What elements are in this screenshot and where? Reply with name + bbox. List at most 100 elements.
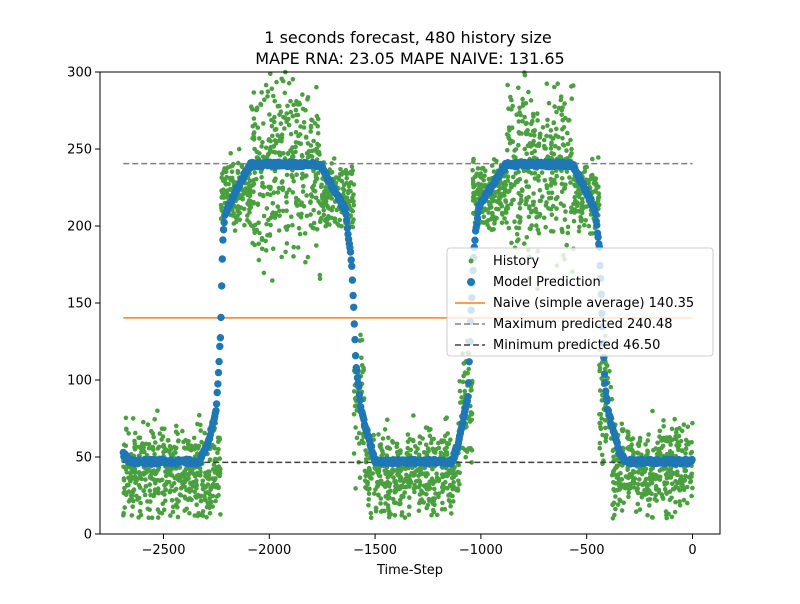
history-point bbox=[559, 189, 565, 194]
history-point bbox=[265, 233, 270, 238]
history-point bbox=[192, 489, 197, 495]
history-point bbox=[273, 213, 278, 218]
history-point bbox=[508, 94, 513, 100]
history-point bbox=[579, 205, 584, 211]
history-point bbox=[385, 503, 391, 508]
history-point bbox=[202, 494, 207, 500]
y-tick-label: 300 bbox=[67, 66, 92, 81]
legend-item-maximum: Maximum predicted 240.48 bbox=[455, 317, 672, 332]
history-point bbox=[133, 430, 138, 436]
history-point bbox=[295, 245, 301, 250]
history-point bbox=[517, 201, 522, 206]
history-point bbox=[568, 180, 573, 185]
history-point bbox=[514, 231, 520, 237]
history-point bbox=[240, 195, 245, 201]
history-point bbox=[681, 422, 687, 427]
history-point bbox=[174, 502, 179, 507]
history-point bbox=[145, 499, 150, 504]
history-point bbox=[488, 216, 494, 222]
history-point bbox=[341, 182, 347, 188]
history-point bbox=[195, 446, 201, 451]
history-point bbox=[569, 96, 575, 101]
history-point bbox=[599, 398, 605, 403]
history-point bbox=[498, 192, 503, 198]
history-point bbox=[386, 509, 392, 514]
history-point bbox=[564, 148, 569, 153]
history-point bbox=[518, 215, 523, 220]
history-point bbox=[254, 105, 260, 111]
history-point bbox=[351, 198, 356, 204]
history-point bbox=[281, 114, 286, 120]
history-point bbox=[141, 488, 147, 493]
history-point bbox=[485, 222, 490, 228]
history-point bbox=[489, 163, 495, 168]
history-point bbox=[642, 488, 647, 493]
history-point bbox=[460, 379, 466, 385]
history-point bbox=[532, 133, 537, 138]
history-point bbox=[613, 506, 618, 512]
history-point bbox=[308, 125, 314, 130]
history-point bbox=[530, 128, 536, 134]
prediction-point bbox=[213, 388, 221, 397]
history-point bbox=[229, 169, 235, 174]
history-point bbox=[502, 193, 507, 198]
history-point bbox=[429, 437, 435, 443]
history-point bbox=[459, 395, 464, 400]
history-point bbox=[173, 486, 179, 492]
history-point bbox=[242, 222, 247, 228]
history-point bbox=[218, 466, 223, 472]
history-point bbox=[273, 150, 278, 155]
prediction-point bbox=[217, 313, 225, 322]
history-point bbox=[366, 503, 371, 508]
history-point bbox=[505, 205, 511, 211]
history-point bbox=[308, 192, 314, 197]
history-point bbox=[523, 121, 529, 127]
history-point bbox=[374, 465, 380, 471]
x-tick-label: −500 bbox=[569, 543, 605, 558]
history-point bbox=[590, 172, 595, 178]
history-point bbox=[455, 469, 461, 475]
history-point bbox=[549, 150, 554, 156]
history-point bbox=[371, 432, 377, 438]
history-point bbox=[228, 186, 233, 192]
history-point bbox=[582, 166, 588, 171]
history-point bbox=[313, 195, 319, 201]
history-point bbox=[404, 472, 409, 478]
history-point bbox=[442, 433, 448, 439]
history-point bbox=[142, 492, 148, 498]
history-point bbox=[157, 431, 163, 436]
history-point bbox=[635, 482, 641, 487]
history-point bbox=[645, 512, 650, 518]
prediction-point bbox=[602, 387, 610, 395]
history-point bbox=[555, 195, 560, 200]
chart-title: 1 seconds forecast, 480 history size bbox=[264, 28, 551, 47]
history-point bbox=[439, 438, 444, 443]
history-point bbox=[267, 112, 272, 117]
prediction-point bbox=[346, 248, 355, 256]
history-point bbox=[259, 246, 265, 252]
history-point bbox=[149, 515, 155, 520]
history-point bbox=[527, 206, 532, 211]
history-point bbox=[251, 116, 257, 121]
history-point bbox=[338, 167, 343, 172]
prediction-point bbox=[212, 407, 220, 415]
history-point bbox=[378, 481, 384, 486]
history-point bbox=[541, 215, 547, 221]
history-point bbox=[251, 199, 256, 205]
history-point bbox=[530, 142, 536, 147]
history-point bbox=[215, 472, 221, 477]
history-point bbox=[210, 493, 216, 499]
history-point bbox=[554, 173, 559, 179]
history-point bbox=[603, 425, 608, 431]
chart-subtitle: MAPE RNA: 23.05 MAPE NAIVE: 131.65 bbox=[255, 49, 564, 68]
history-point bbox=[569, 205, 574, 210]
history-point bbox=[532, 176, 538, 181]
history-point bbox=[407, 504, 412, 510]
history-point bbox=[489, 227, 495, 232]
history-point bbox=[477, 173, 482, 178]
prediction-point bbox=[218, 282, 226, 290]
history-point bbox=[597, 445, 602, 451]
history-point bbox=[577, 224, 582, 230]
history-point bbox=[148, 492, 153, 498]
prediction-series bbox=[119, 158, 696, 468]
